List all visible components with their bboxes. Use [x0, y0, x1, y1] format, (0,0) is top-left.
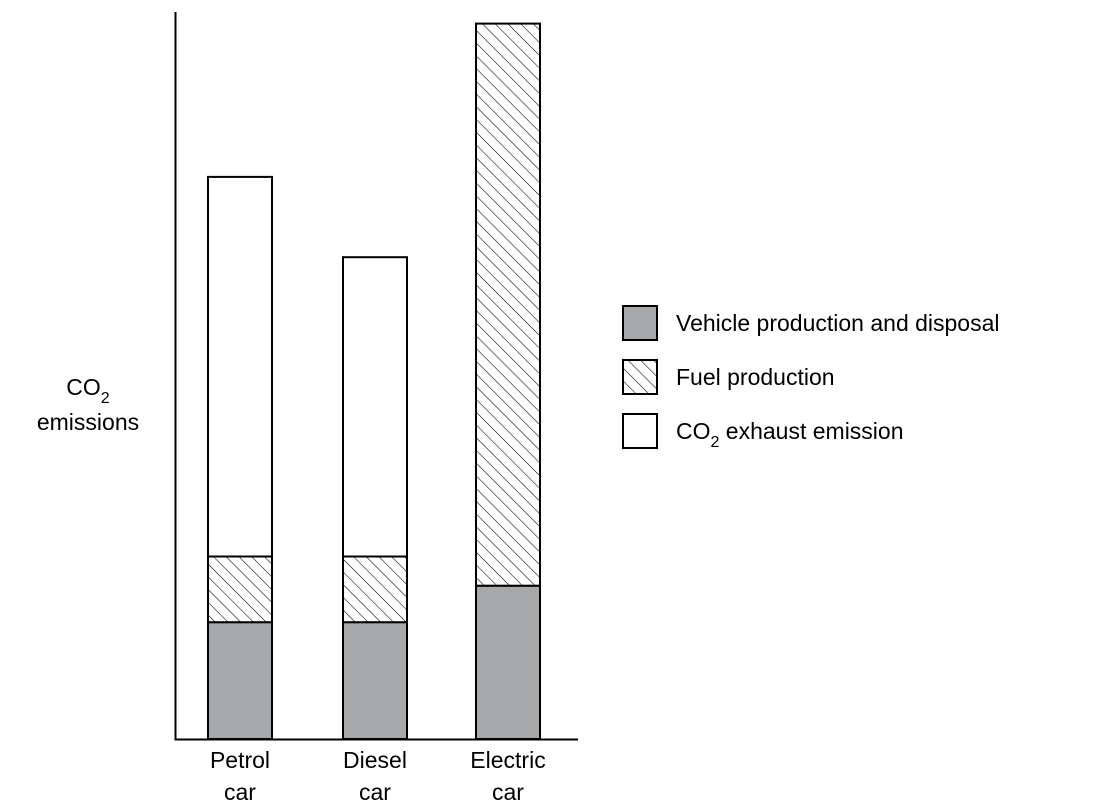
- bar-diesel-vehicle-production: [342, 621, 408, 741]
- legend-label-vehicle-production: Vehicle production and disposal: [676, 310, 1000, 336]
- bar-petrol-vehicle-production: [207, 621, 273, 741]
- bar-electric-vehicle-production: [475, 584, 541, 741]
- y-axis-label-top: CO2: [66, 374, 110, 407]
- bar-diesel-exhaust-emission: [342, 256, 408, 558]
- x-tick-label-petrol-line1: Petrol: [210, 747, 270, 773]
- legend-swatch-fuel-production: [622, 359, 658, 395]
- legend-swatch-vehicle-production: [622, 305, 658, 341]
- bar-petrol-fuel-production: [207, 555, 273, 624]
- bar-diesel-fuel-production: [342, 555, 408, 624]
- bar-petrol-exhaust-emission: [207, 175, 273, 558]
- y-axis-label-bottom: emissions: [37, 409, 139, 435]
- x-tick-label-petrol-line2: car: [224, 779, 256, 805]
- legend: Vehicle production and disposal Fuel pro…: [622, 305, 1000, 451]
- x-tick-label-diesel-line1: Diesel: [343, 747, 407, 773]
- legend-label-exhaust-emission: CO2 exhaust emission: [676, 418, 904, 451]
- x-tick-label-diesel-line2: car: [359, 779, 391, 805]
- bar-electric-fuel-production: [475, 22, 541, 587]
- legend-label-fuel-production: Fuel production: [676, 364, 835, 390]
- bar-group: [207, 22, 541, 741]
- x-tick-label-electric-line1: Electric: [470, 747, 545, 773]
- x-tick-label-electric-line2: car: [492, 779, 524, 805]
- legend-swatch-exhaust-emission: [622, 413, 658, 449]
- x-tick-labels: Petrol car Diesel car Electric car: [210, 747, 546, 805]
